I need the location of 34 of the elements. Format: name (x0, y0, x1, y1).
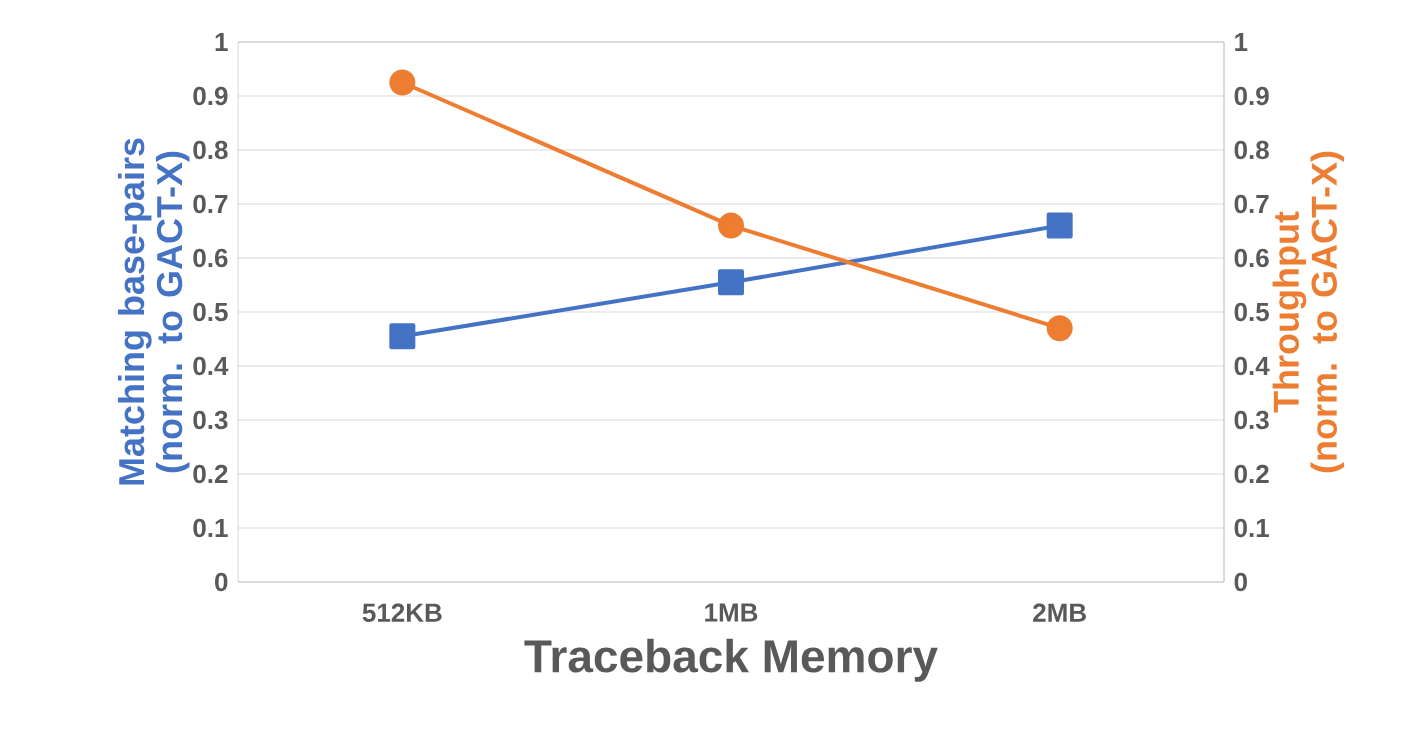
point (718, 269, 745, 296)
point (389, 323, 416, 350)
point (1046, 315, 1073, 342)
y2-tick-label: 0.8 (1234, 140, 1269, 160)
x-tick-label: 2MB (1033, 603, 1086, 622)
y2-tick-label: 0.4 (1234, 356, 1270, 376)
y-tick-label: 0.5 (193, 302, 228, 322)
y2-tick-label: 0.2 (1234, 464, 1269, 484)
y-tick-label: 0.6 (193, 248, 228, 268)
y-tick-label: 1 (215, 33, 228, 51)
x-tick-label: 512KB (362, 603, 442, 622)
y-tick-label: 0.4 (193, 356, 229, 376)
y-tick-label: 0.8 (193, 140, 228, 160)
y-tick-label: 0.9 (193, 86, 228, 106)
y-tick-label: 0.2 (193, 464, 228, 484)
y-axis-title: Matching base-pairs (norm. to GACT-X) (117, 138, 190, 485)
y2-tick-label: 0.1 (1234, 518, 1269, 538)
y-tick-label: 0.1 (193, 518, 228, 538)
point (389, 69, 416, 96)
y-tick-label: 0.3 (193, 410, 228, 430)
point (718, 212, 745, 239)
x-axis-title: Traceback Memory (524, 638, 938, 682)
point (1046, 212, 1073, 239)
y-tick-label: 0 (215, 572, 228, 592)
y2-tick-label: 0.5 (1234, 302, 1269, 322)
y2-tick-label: 0.9 (1234, 86, 1269, 106)
x-tick-label: 1MB (705, 603, 758, 622)
y2-axis-title: Throughput (norm. to GACT-X) (1272, 151, 1345, 473)
y2-tick-label: 0.6 (1234, 248, 1269, 268)
y2-tick-label: 0.7 (1234, 194, 1269, 214)
y-tick-label: 0.7 (193, 194, 228, 214)
y2-tick-label: 0 (1234, 572, 1247, 592)
y2-tick-label: 1 (1235, 33, 1248, 51)
y2-tick-label: 0.3 (1234, 410, 1269, 430)
